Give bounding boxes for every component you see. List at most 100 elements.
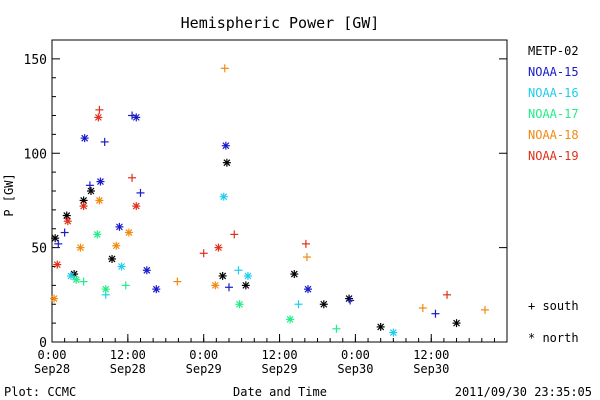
data-point-north [211, 281, 220, 290]
x-axis-label: Date and Time [233, 385, 327, 399]
data-point-south [230, 230, 239, 239]
legend-item: NOAA-18 [528, 128, 579, 142]
x-tick-label-date: Sep29 [186, 362, 222, 376]
data-point-south [301, 239, 310, 248]
data-point-north [389, 328, 398, 337]
x-tick-label-date: Sep30 [337, 362, 373, 376]
x-tick-label-time: 0:00 [341, 348, 370, 362]
data-point-north [62, 211, 71, 220]
data-point-south [443, 290, 452, 299]
data-point-north [124, 228, 133, 237]
data-point-south [302, 253, 311, 262]
data-point-north [86, 187, 95, 195]
data-point-north [219, 192, 228, 201]
data-point-north [214, 243, 223, 252]
plot-credit: Plot: CCMC [4, 385, 76, 399]
data-point-south [346, 296, 355, 305]
plot-timestamp: 2011/09/30 23:35:05 [455, 385, 592, 399]
data-point-south [128, 173, 137, 182]
y-axis-label: P [GW] [2, 173, 16, 216]
data-point-north [452, 319, 461, 328]
data-point-north [243, 271, 252, 280]
data-point-south [294, 300, 303, 309]
x-tick-label-date: Sep28 [34, 362, 70, 376]
y-tick-label: 100 [24, 147, 47, 162]
data-point-north [50, 294, 59, 303]
data-point-south [173, 277, 182, 286]
data-point-north [303, 285, 312, 294]
data-point-south [480, 305, 489, 314]
data-point-south [85, 181, 94, 190]
x-tick-label-time: 12:00 [110, 348, 146, 362]
data-point-north [235, 300, 244, 309]
data-points [50, 64, 489, 337]
data-point-south [121, 281, 130, 290]
data-point-north [80, 134, 89, 143]
data-point-south [431, 309, 440, 318]
data-point-south [100, 137, 109, 146]
legend-item: NOAA-17 [528, 107, 579, 121]
data-point-south [60, 228, 69, 237]
y-axis: 0 50 100 150 [24, 39, 507, 351]
x-tick-label-time: 12:00 [261, 348, 297, 362]
data-point-north [142, 266, 151, 275]
x-tick-label-date: Sep28 [110, 362, 146, 376]
data-point-south [220, 64, 229, 73]
data-point-north [76, 243, 85, 252]
data-point-south [332, 324, 341, 333]
data-point-north [115, 222, 124, 231]
legend-item: NOAA-15 [528, 65, 579, 79]
data-point-north [286, 315, 295, 324]
data-point-north [132, 113, 141, 122]
data-point-north [101, 285, 110, 294]
plot-frame [51, 39, 508, 343]
data-point-south [224, 283, 233, 292]
data-point-north [93, 230, 102, 239]
data-point-north [117, 262, 126, 271]
marker-legend-south: + south [528, 299, 579, 313]
data-point-north [112, 241, 121, 250]
data-point-north [376, 322, 385, 331]
marker-legend-north: * north [528, 331, 579, 345]
data-point-south [79, 277, 88, 286]
data-point-south [199, 249, 208, 258]
data-point-north [132, 202, 141, 211]
x-tick-label-date: Sep29 [261, 362, 297, 376]
data-point-south [418, 304, 427, 313]
data-point-north [79, 202, 88, 211]
data-point-north [221, 141, 230, 150]
x-tick-label-time: 0:00 [38, 348, 67, 362]
data-point-north [152, 285, 161, 294]
data-point-north [319, 300, 328, 309]
data-point-north [66, 271, 75, 280]
data-point-north [51, 234, 60, 243]
data-point-north [94, 113, 103, 122]
data-point-north [241, 281, 250, 290]
legend: METP-02 NOAA-15 NOAA-16 NOAA-17 NOAA-18 NOAA-… [528, 44, 579, 163]
x-tick-label-date: Sep30 [413, 362, 449, 376]
data-point-north [218, 271, 227, 280]
data-point-south [234, 266, 243, 275]
data-point-south [95, 105, 104, 114]
data-point-north [345, 294, 354, 303]
y-tick-label: 150 [24, 53, 47, 68]
data-point-north [63, 217, 72, 226]
data-point-north [108, 254, 117, 263]
y-tick-label: 0 [39, 336, 47, 351]
legend-item: METP-02 [528, 44, 579, 58]
legend-item: NOAA-16 [528, 86, 579, 100]
chart-title: Hemispheric Power [GW] [181, 14, 380, 32]
x-tick-label-time: 12:00 [413, 348, 449, 362]
data-point-north [95, 196, 104, 205]
data-point-north [72, 275, 81, 284]
data-point-south [136, 188, 145, 197]
legend-item: NOAA-19 [528, 149, 579, 163]
x-tick-label-time: 0:00 [189, 348, 218, 362]
data-point-north [290, 270, 299, 279]
data-point-north [96, 177, 105, 186]
data-point-north [222, 158, 231, 167]
y-tick-label: 50 [31, 242, 47, 257]
x-axis: 0:00Sep2812:00Sep280:00Sep2912:00Sep290:… [34, 334, 495, 376]
data-point-south [54, 239, 63, 248]
